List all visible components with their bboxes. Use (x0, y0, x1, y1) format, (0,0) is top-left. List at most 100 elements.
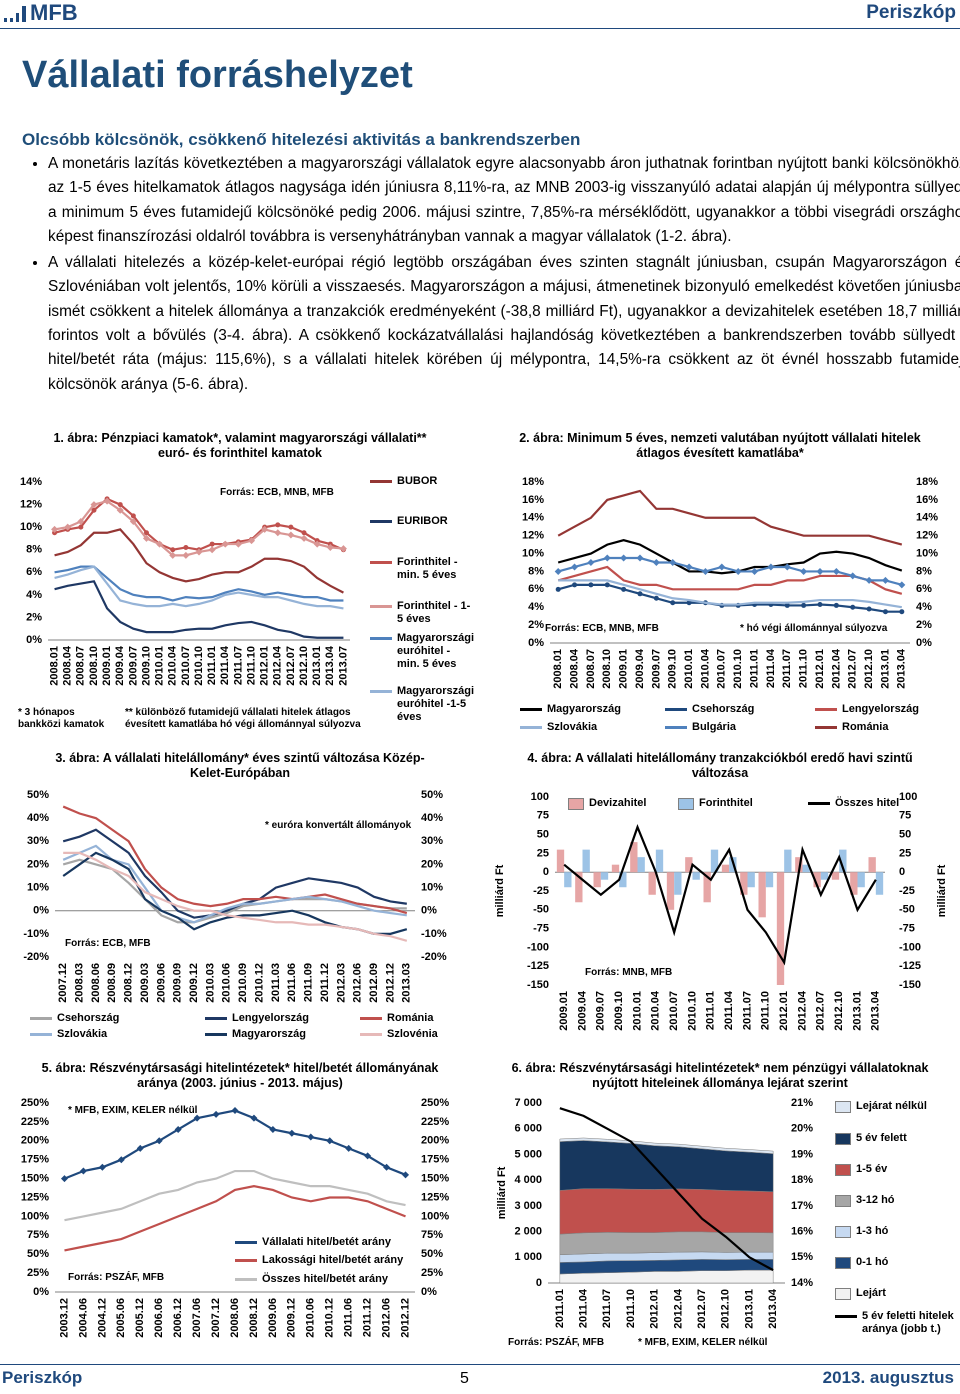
legend-swatch (808, 802, 830, 805)
bar (831, 872, 840, 880)
bar (575, 872, 583, 903)
point (174, 1125, 182, 1133)
y-tick-label: 16% (522, 494, 544, 506)
x-tick-label: 2009.04 (114, 645, 126, 686)
legend-label: Lengyelország (232, 1012, 310, 1024)
point (345, 1144, 353, 1152)
chart: -20% -10% 0% 10% 20% 30% 40% 50% -20% -10% 0% 10% 20… (23, 789, 447, 1003)
y-tick-label: 75 (537, 810, 549, 822)
bar (850, 872, 858, 895)
point (652, 559, 660, 566)
chart-note: * 3 hónapos bankközi kamatok (18, 707, 105, 730)
point (307, 1133, 315, 1141)
x-tick-label: 2008.01 (48, 646, 60, 686)
point (288, 524, 294, 530)
y-tick-label: 2% (528, 619, 544, 631)
legend-item: Magyarországi euróhitel - min. 5 éves (370, 632, 475, 671)
point (339, 545, 347, 553)
x-tick-label: 2008.10 (601, 649, 613, 689)
x-tick-label: 2011.10 (245, 646, 257, 685)
y2-tick-label: 225% (421, 1116, 449, 1128)
line (54, 565, 344, 602)
x-tick-label: 2010.04 (699, 648, 711, 689)
line (54, 580, 344, 639)
y2-tick-label: 15% (791, 1251, 813, 1263)
x-tick-label: 2011.12 (319, 963, 331, 1002)
point (170, 547, 176, 553)
footer-right: 2013. augusztus (822, 1368, 954, 1387)
x-tick-label: 2009.07 (595, 991, 607, 1031)
bar (795, 857, 803, 873)
point (234, 540, 242, 548)
legend-swatch (520, 726, 542, 729)
legend-swatch (370, 520, 392, 523)
point (653, 595, 659, 601)
legend-label: Románia (842, 721, 889, 733)
point (718, 563, 726, 571)
x-tick-label: 2012.07 (285, 646, 297, 686)
y2-tick-label: 75% (421, 1229, 443, 1241)
point (833, 602, 839, 608)
footer-rule (0, 1364, 960, 1365)
y2-tick-label: 16% (916, 494, 938, 506)
bar (619, 872, 627, 888)
y-tick-label: 20% (27, 858, 49, 870)
x-tick-label: 2008.12 (248, 1298, 260, 1338)
y-tick-label: 225% (21, 1116, 49, 1128)
y2-tick-label: 10% (916, 547, 938, 559)
x-tick-label: 2010.03 (204, 963, 216, 1003)
point (620, 554, 628, 562)
legend-item: 0-1 hó (835, 1256, 955, 1269)
chart-title: 1. ábra: Pénzpiaci kamatok*, valamint ma… (53, 431, 427, 460)
point (636, 554, 644, 562)
legend-label: 0-1 hó (856, 1256, 889, 1268)
legend-item: Csehország (30, 1012, 180, 1025)
legend-item: Forinthitel (678, 797, 788, 810)
y2-tick-label: 0% (421, 1286, 437, 1298)
line (54, 565, 344, 610)
legend-item: Forinthitel - min. 5 éves (370, 556, 475, 582)
line (557, 538, 903, 575)
legend-swatch (520, 708, 542, 711)
x-tick-label: 2008.03 (73, 963, 85, 1003)
x-tick-label: 2009.07 (127, 646, 139, 686)
legend-item: Csehország (665, 703, 805, 716)
bullet: A monetáris lazítás következtében a magy… (48, 152, 960, 249)
x-tick-label: 2010.06 (305, 1298, 317, 1338)
point (800, 567, 808, 575)
legend-label: Magyarország (232, 1028, 306, 1040)
chart-note: * hó végi állománnyal súlyozva (740, 623, 888, 634)
x-tick-label: 2009.04 (576, 990, 588, 1031)
bar (666, 872, 675, 910)
legend-label: Szlovákia (57, 1028, 108, 1040)
y2-tick-label: 200% (421, 1135, 449, 1147)
x-tick-label: 2005.12 (134, 1298, 146, 1338)
point (274, 529, 282, 537)
point (90, 501, 98, 509)
x-tick-label: 2009.03 (139, 963, 151, 1003)
point (117, 502, 123, 508)
y2-tick-label: -10% (421, 928, 447, 940)
x-tick-label: 2011.07 (601, 1289, 613, 1328)
y2-tick-label: 30% (421, 835, 443, 847)
legend-label: Vállalati hitel/betét arány (262, 1236, 391, 1248)
x-tick-label: 2004.06 (77, 1298, 89, 1338)
x-tick-label: 2008.09 (106, 963, 118, 1003)
x-tick-label: 2010.06 (221, 963, 233, 1003)
x-tick-label: 2009.10 (613, 991, 625, 1031)
point (686, 600, 692, 606)
bar (637, 857, 645, 873)
line (62, 805, 408, 915)
legend-swatch (370, 480, 392, 483)
point (130, 513, 136, 519)
y-tick-label: 50 (537, 829, 549, 841)
point (103, 497, 111, 505)
point (670, 600, 676, 606)
legend-item: 5 év felett (835, 1132, 955, 1145)
logo-bars (4, 6, 26, 22)
y-tick-label: 4% (26, 589, 42, 601)
legend-swatch (678, 798, 694, 810)
y-tick-label: 12% (522, 530, 544, 542)
chart-title: 2. ábra: Minimum 5 éves, nemzeti valutáb… (519, 431, 921, 460)
chart-title: 6. ábra: Részvénytársasági hitelintézete… (511, 1061, 929, 1090)
